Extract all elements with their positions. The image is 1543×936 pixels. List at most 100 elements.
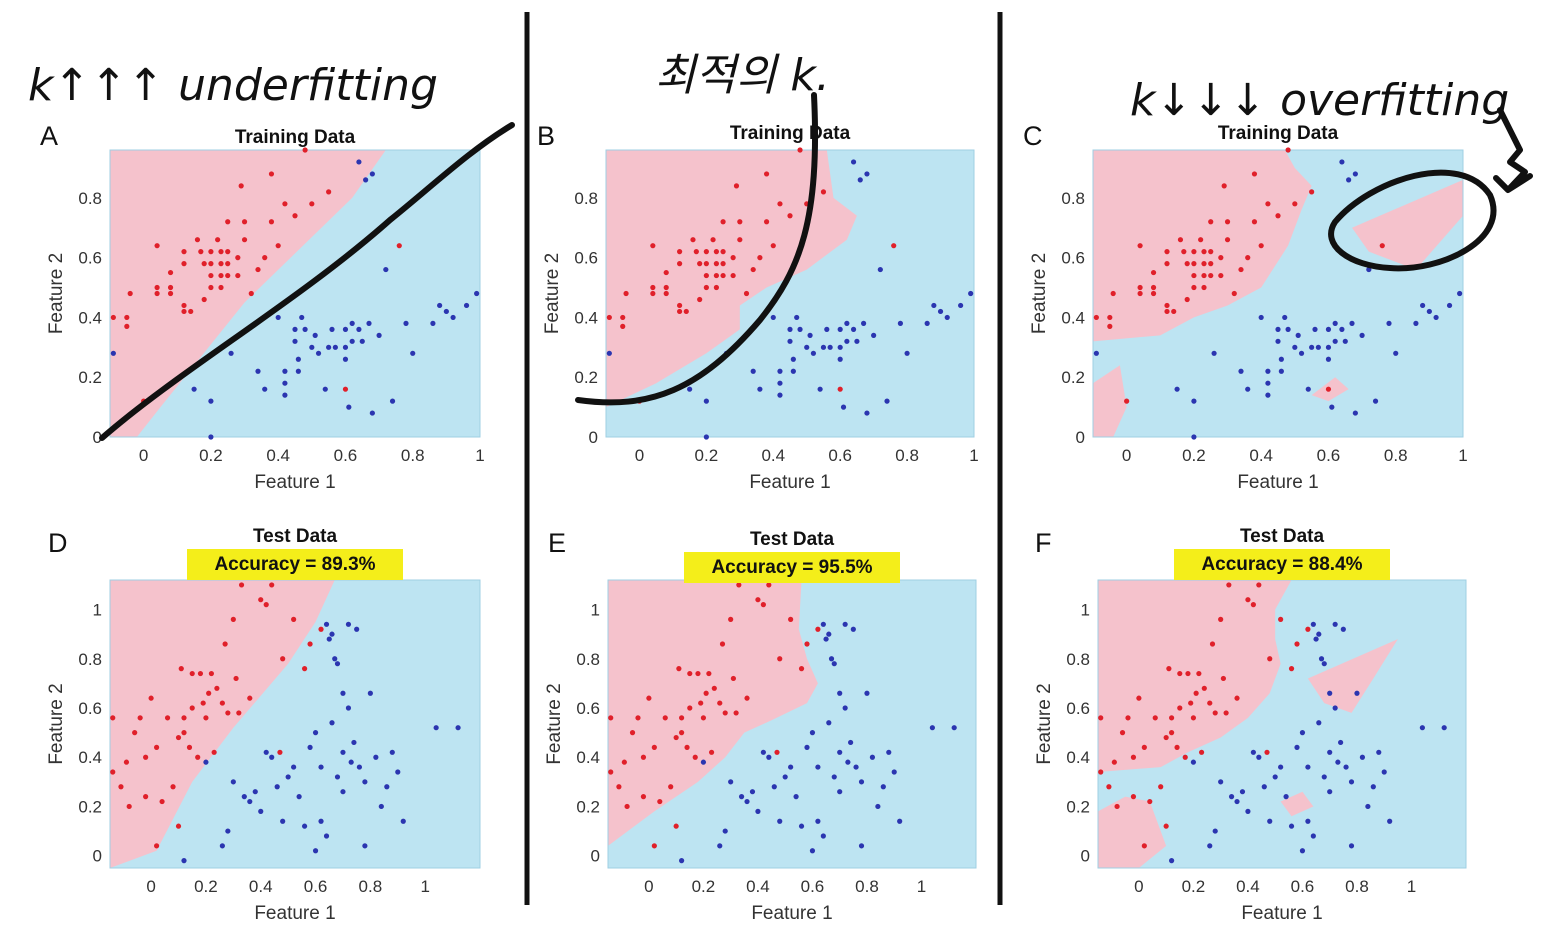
red-point — [280, 656, 286, 662]
red-point — [1208, 272, 1214, 279]
blue-point — [1256, 754, 1262, 760]
red-point — [218, 261, 224, 267]
blue-point — [1433, 314, 1439, 321]
red-point — [1251, 171, 1258, 177]
accuracy-highlight — [1174, 549, 1390, 580]
red-point — [1164, 249, 1170, 255]
red-point — [268, 219, 275, 225]
red-point — [225, 261, 231, 267]
blue-point — [373, 754, 379, 760]
blue-point — [750, 368, 756, 374]
blue-point — [790, 356, 796, 362]
red-point — [1198, 237, 1204, 243]
red-point — [697, 261, 703, 267]
blue-point — [329, 631, 335, 637]
blue-point — [897, 818, 903, 824]
blue-point — [1278, 356, 1284, 362]
red-point — [258, 597, 264, 603]
x-tick-label: 0.4 — [1249, 446, 1273, 465]
red-point — [1288, 666, 1295, 672]
red-point — [342, 386, 349, 392]
blue-point — [1419, 725, 1425, 731]
red-point — [1196, 670, 1202, 677]
red-point — [733, 710, 739, 716]
x-tick-label: 0.4 — [746, 877, 770, 896]
blue-point — [1339, 326, 1345, 332]
red-point — [1163, 823, 1169, 829]
x-tick-label: 0.8 — [401, 446, 425, 465]
red-point — [1169, 730, 1175, 736]
blue-point — [787, 326, 793, 332]
red-point — [677, 261, 683, 267]
blue-point — [285, 774, 291, 780]
blue-point — [858, 779, 865, 785]
blue-point — [340, 749, 346, 755]
blue-point — [844, 320, 850, 326]
red-point — [1207, 700, 1213, 706]
blue-point — [815, 764, 821, 770]
x-tick-label: 0 — [1134, 877, 1143, 896]
red-point — [307, 641, 313, 647]
red-point — [282, 201, 288, 207]
red-point — [143, 754, 149, 760]
blue-point — [1413, 320, 1419, 326]
red-point — [629, 730, 636, 736]
red-point — [743, 290, 750, 297]
red-point — [713, 249, 720, 255]
panel-letter: A — [40, 121, 58, 151]
y-tick-label: 0.2 — [576, 797, 600, 816]
blue-point — [1348, 843, 1355, 849]
red-point — [181, 302, 187, 309]
blue-point — [929, 725, 935, 731]
blue-point — [931, 302, 937, 309]
red-point — [722, 710, 728, 716]
blue-point — [1340, 626, 1346, 632]
x-tick-label: 0.2 — [695, 446, 719, 465]
blue-point — [1352, 171, 1358, 177]
red-point — [1164, 302, 1170, 309]
red-point — [181, 249, 187, 255]
red-point — [235, 272, 241, 279]
blue-point — [345, 621, 352, 627]
red-point — [608, 769, 614, 775]
red-point — [203, 715, 209, 721]
red-point — [268, 171, 275, 177]
red-point — [318, 626, 324, 632]
blue-point — [1325, 326, 1332, 332]
blue-point — [788, 764, 794, 770]
red-point — [211, 749, 217, 755]
y-tick-label: 0.4 — [1061, 308, 1085, 327]
y-axis-label: Feature 2 — [46, 253, 67, 334]
red-point — [755, 597, 761, 603]
blue-point — [307, 744, 313, 750]
blue-point — [329, 720, 335, 726]
x-tick-label: 1 — [1407, 877, 1416, 896]
red-point — [679, 730, 685, 736]
blue-point — [463, 302, 470, 309]
y-tick-label: 0.4 — [576, 748, 600, 767]
blue-point — [837, 789, 843, 795]
blue-point — [968, 290, 974, 297]
red-point — [154, 284, 160, 291]
blue-point — [455, 725, 461, 731]
x-tick-label: 1 — [969, 446, 978, 465]
red-point — [1193, 690, 1199, 696]
red-point — [650, 290, 656, 297]
red-point — [1164, 261, 1170, 267]
red-point — [763, 219, 770, 225]
red-point — [1106, 784, 1112, 790]
red-point — [673, 734, 679, 741]
red-point — [703, 272, 709, 279]
red-point — [1124, 398, 1130, 404]
red-point — [225, 219, 231, 225]
red-point — [717, 700, 723, 706]
blue-point — [450, 314, 456, 321]
blue-point — [826, 631, 832, 637]
red-point — [1201, 261, 1207, 267]
blue-point — [1349, 320, 1355, 326]
blue-point — [1354, 690, 1360, 696]
blue-point — [823, 636, 829, 642]
blue-point — [208, 398, 214, 404]
blue-point — [810, 350, 817, 356]
blue-point — [880, 784, 886, 790]
